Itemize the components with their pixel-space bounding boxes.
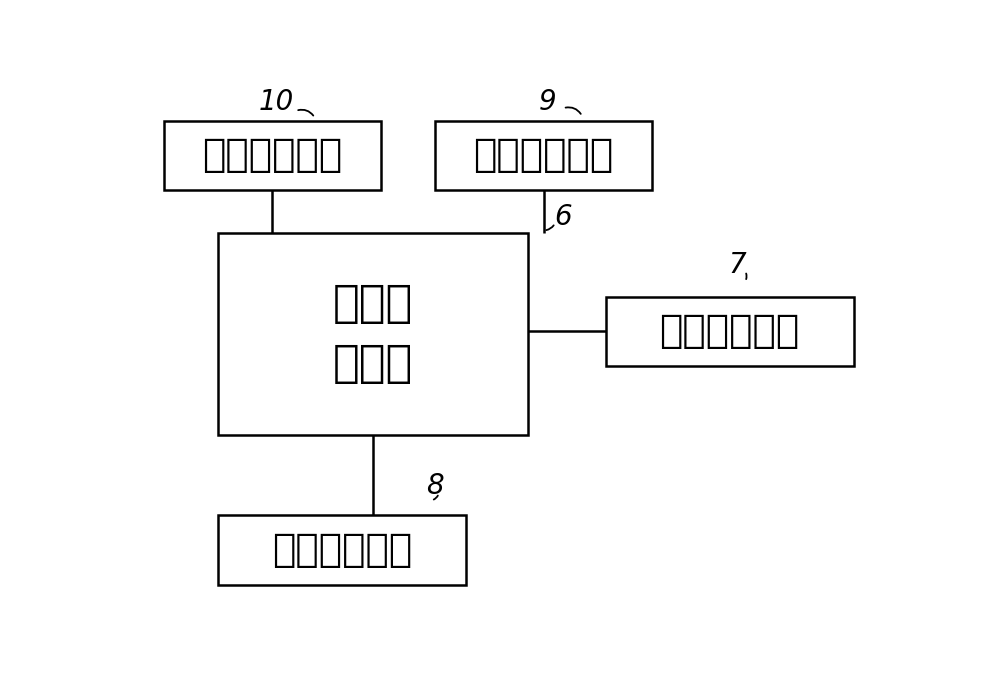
Text: 6: 6 xyxy=(554,202,572,231)
Text: 地音仪存储器: 地音仪存储器 xyxy=(272,531,412,569)
Text: 10: 10 xyxy=(258,88,294,116)
Text: 7: 7 xyxy=(728,251,746,279)
Text: 第一输入模块: 第一输入模块 xyxy=(473,137,614,174)
Text: 9: 9 xyxy=(539,88,556,116)
Bar xyxy=(435,121,652,190)
Bar xyxy=(218,516,466,585)
Bar xyxy=(606,297,854,366)
Bar xyxy=(164,121,381,190)
Text: 8: 8 xyxy=(426,472,444,500)
Bar xyxy=(218,233,528,435)
Text: 第一显示模块: 第一显示模块 xyxy=(202,137,342,174)
Text: 信号采集模块: 信号采集模块 xyxy=(659,313,800,350)
Text: 测振仪
处理器: 测振仪 处理器 xyxy=(333,283,413,385)
